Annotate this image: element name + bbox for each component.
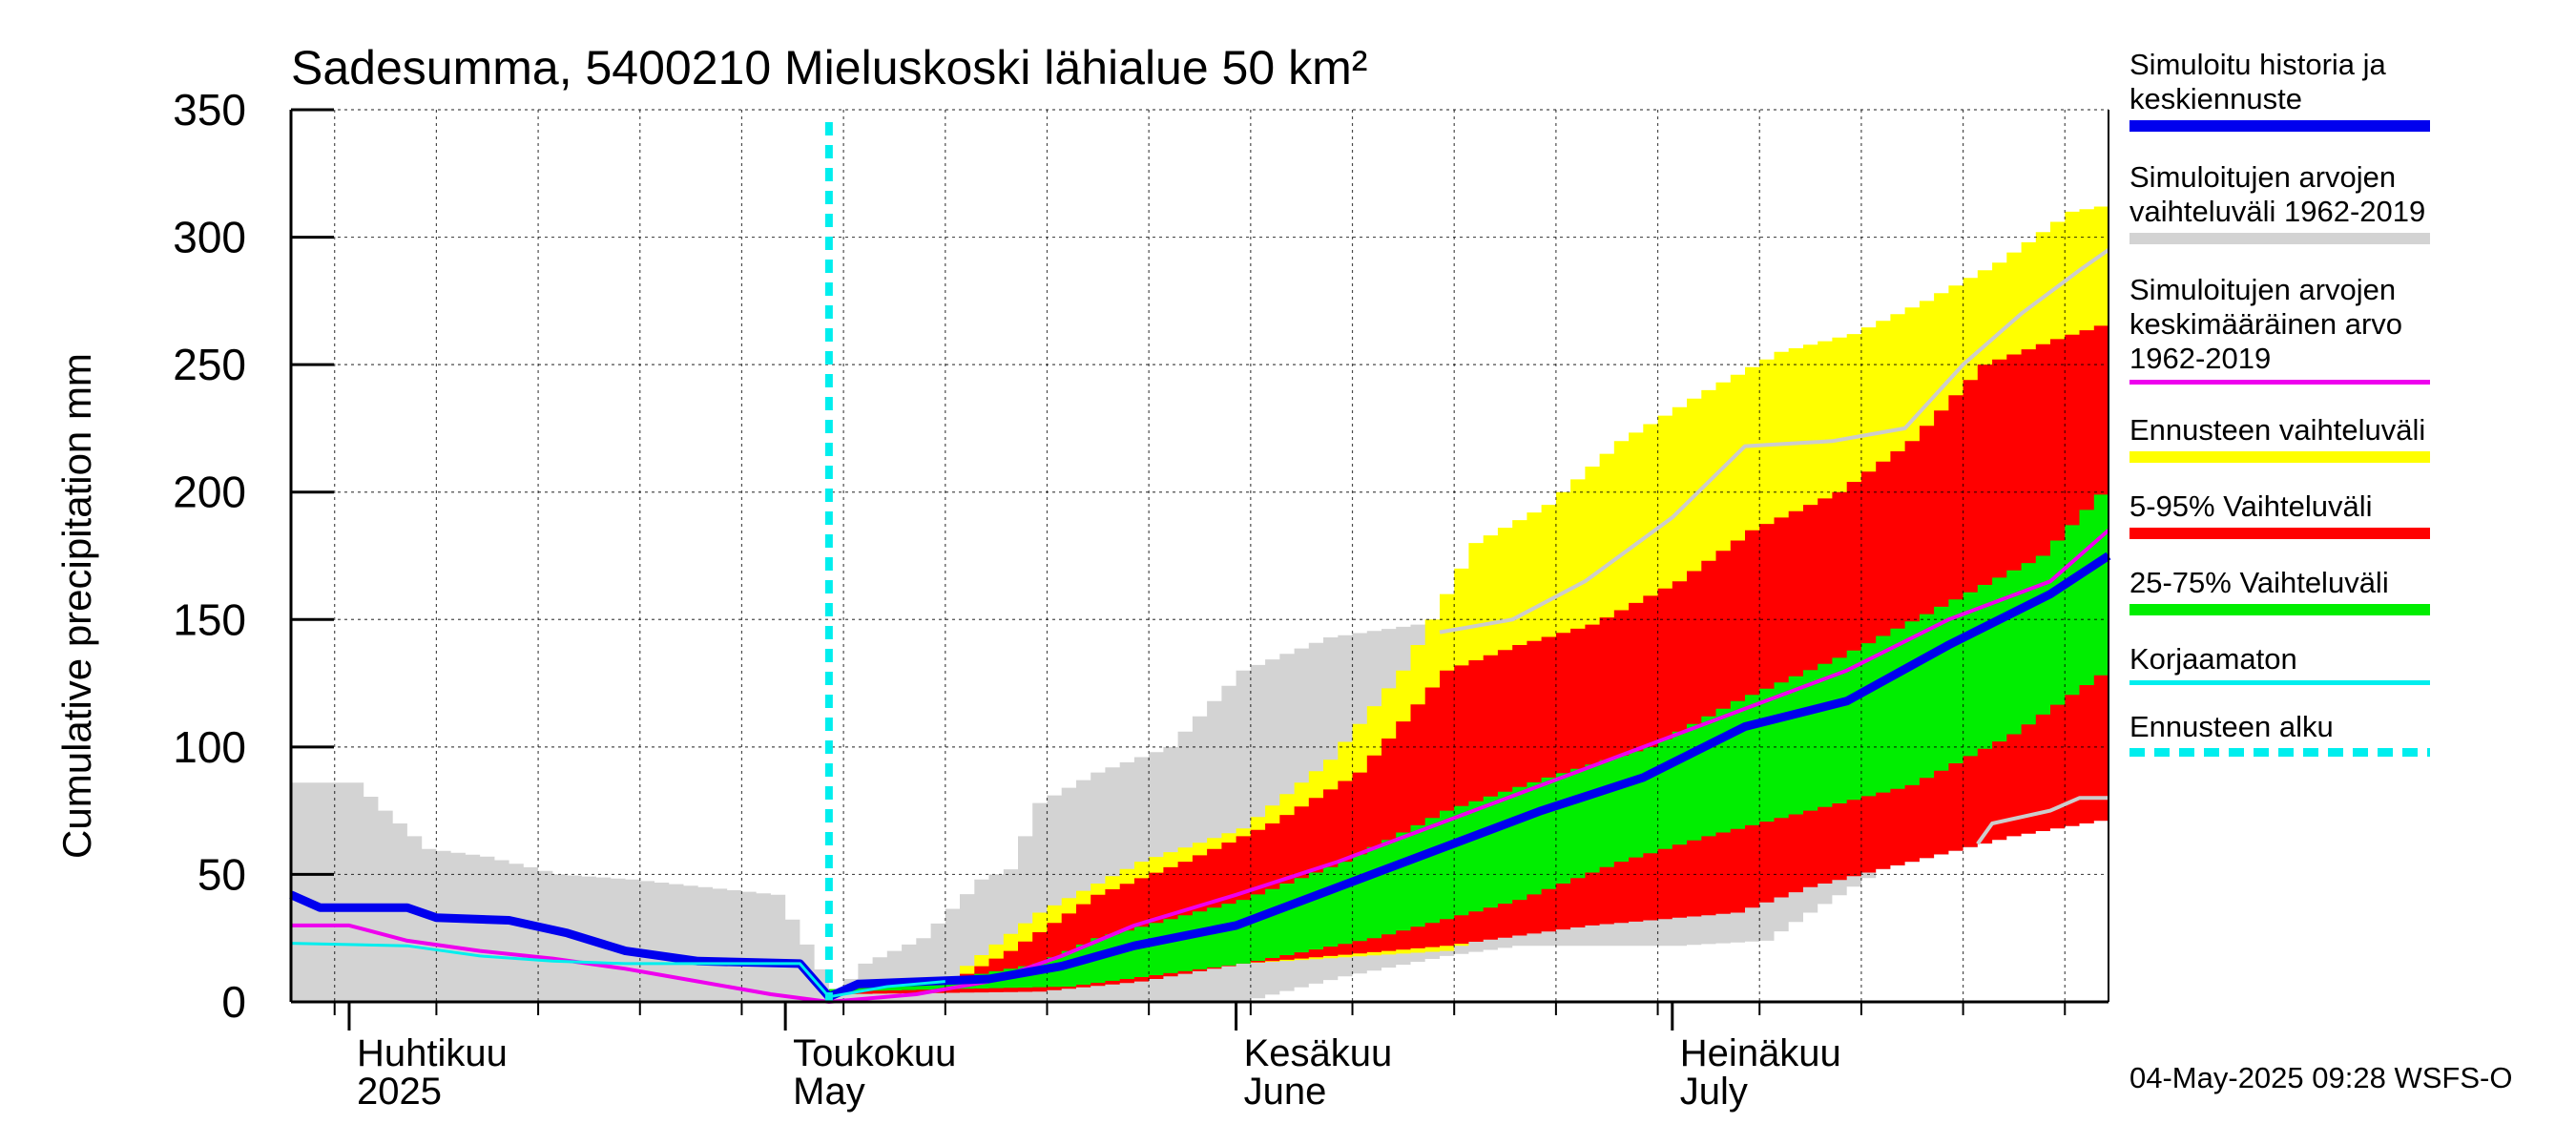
x-month-label-fi: Heinäkuu (1680, 1032, 1841, 1074)
legend-swatch (2129, 233, 2430, 244)
y-tick-label: 250 (173, 340, 246, 389)
y-tick-label: 0 (221, 977, 246, 1027)
x-month-label-fi: Toukokuu (793, 1032, 956, 1074)
legend-label: Ennusteen vaihteluväli (2129, 413, 2426, 447)
band-25-75-vaihteluv-li (828, 479, 2109, 992)
legend-swatch (2129, 604, 2430, 615)
x-month-label-en: July (1680, 1071, 1748, 1113)
legend-swatch (2129, 380, 2430, 385)
y-tick-label: 50 (197, 849, 246, 899)
legend-item: 5-95% Vaihteluväli (2129, 489, 2444, 539)
series-line-korjaamaton (290, 942, 945, 999)
legend-swatch (2129, 528, 2430, 539)
chart-title: Sadesumma, 5400210 Mieluskoski lähialue … (291, 41, 1367, 94)
legend-label: 25-75% Vaihteluväli (2129, 566, 2389, 599)
band-5-95-vaihteluv-li (828, 321, 2109, 994)
series-line-simuloitujen-arvojen-vaihteluv-li-1962-2019 (1976, 796, 2109, 845)
x-month-label-en: May (793, 1071, 865, 1113)
legend-label: Simuloitujen arvojen vaihteluväli 1962-2… (2129, 160, 2426, 228)
legend-item: Ennusteen vaihteluväli (2129, 413, 2444, 463)
legend-label: Korjaamaton (2129, 642, 2297, 676)
legend-label: Simuloitu historia ja keskiennuste (2129, 48, 2386, 115)
legend-label: Ennusteen alku (2129, 710, 2334, 743)
y-tick-label: 150 (173, 594, 246, 644)
y-axis-label: Cumulative precipitation mm (54, 353, 99, 859)
legend-swatch (2129, 451, 2430, 463)
legend-swatch (2129, 680, 2430, 685)
legend-item: Korjaamaton (2129, 642, 2444, 685)
legend-label: 5-95% Vaihteluväli (2129, 489, 2373, 523)
legend-label: Simuloitujen arvojen keskimääräinen arvo… (2129, 273, 2403, 375)
legend-item: 25-75% Vaihteluväli (2129, 566, 2444, 615)
y-tick-label: 350 (173, 85, 246, 135)
y-tick-label: 200 (173, 468, 246, 517)
timestamp-footer: 04-May-2025 09:28 WSFS-O (2129, 1061, 2513, 1094)
legend-item: Ennusteen alku (2129, 710, 2444, 757)
legend: Simuloitu historia ja keskiennuste Simulo… (2129, 48, 2444, 757)
x-month-label-fi: Huhtikuu (357, 1032, 508, 1074)
x-month-label-en: June (1244, 1071, 1327, 1113)
series-line-simuloitujen-arvojen-vaihteluv-li-1962-2019 (1439, 248, 2110, 635)
x-month-label-fi: Kesäkuu (1244, 1032, 1393, 1074)
legend-swatch (2129, 120, 2430, 132)
series-line-simuloitujen-arvojen-keskim-r-inen-arvo-1962-2019 (291, 529, 2110, 1004)
legend-item: Simuloitujen arvojen vaihteluväli 1962-2… (2129, 160, 2444, 244)
series-line-simuloitu-historia-ja-keskiennuste (289, 552, 2111, 1002)
legend-item: Simuloitujen arvojen keskimääräinen arvo… (2129, 273, 2444, 385)
y-tick-label: 300 (173, 213, 246, 262)
grid-lines (291, 109, 2109, 1002)
legend-swatch (2129, 748, 2430, 757)
legend-item: Simuloitu historia ja keskiennuste (2129, 48, 2444, 132)
x-month-label-en: 2025 (357, 1071, 442, 1113)
y-tick-label: 100 (173, 722, 246, 772)
